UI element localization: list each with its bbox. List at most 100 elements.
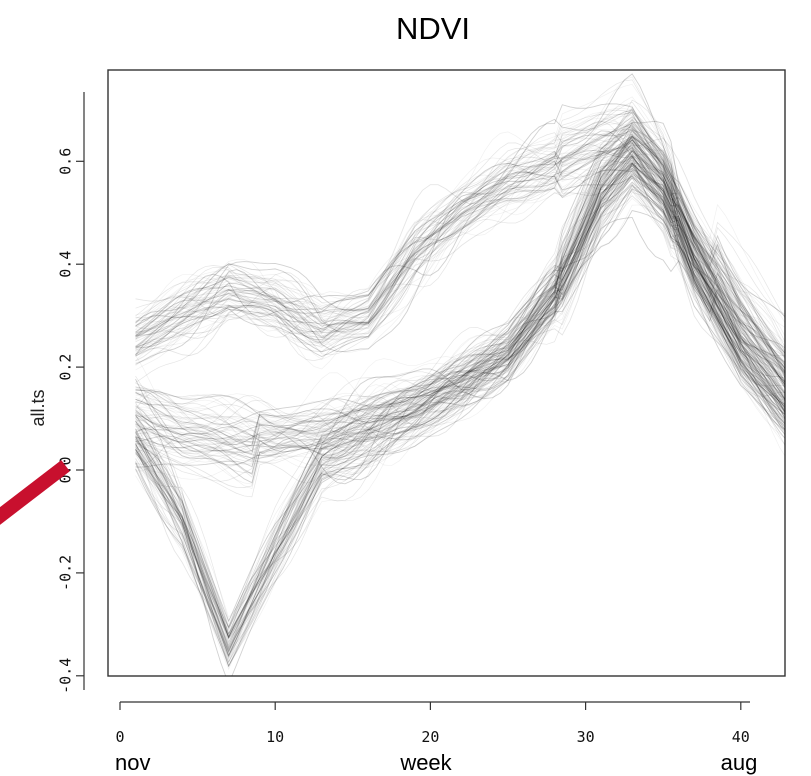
series-line-187	[135, 135, 785, 454]
series-line-4	[135, 164, 785, 456]
series-line-170	[135, 144, 785, 395]
series-line-17	[135, 136, 785, 386]
series-line-176	[135, 76, 785, 384]
series-line-199	[135, 174, 785, 465]
series-line-178	[135, 150, 785, 435]
series-line-128	[135, 108, 785, 372]
series-line-138	[135, 167, 785, 642]
series-line-1	[135, 216, 785, 485]
series-line-135	[135, 174, 785, 652]
series-line-12	[135, 173, 785, 623]
series-line-6	[135, 161, 785, 668]
series-line-166	[135, 162, 785, 443]
series-line-188	[135, 155, 785, 375]
series-line-161	[135, 104, 785, 366]
series-line-90	[135, 163, 785, 639]
series-line-118	[135, 162, 785, 498]
series-line-45	[135, 195, 785, 649]
series-line-159	[135, 175, 785, 667]
highlight-arrow	[0, 460, 70, 525]
series-line-70	[135, 175, 785, 449]
series-line-106	[135, 163, 785, 484]
series-line-201	[135, 188, 785, 651]
series-line-41	[135, 121, 785, 358]
series-line-186	[135, 150, 785, 666]
series-line-154	[135, 126, 785, 447]
series-line-48	[135, 167, 785, 639]
bottom-label-right: aug	[721, 750, 758, 775]
series-line-127	[135, 106, 785, 472]
series-line-142	[135, 108, 785, 428]
series-line-38	[135, 116, 785, 355]
series-line-194	[135, 96, 785, 360]
series-line-65	[135, 111, 785, 352]
series-line-23	[135, 127, 785, 366]
series-line-172	[135, 167, 785, 485]
x-axis-label: week	[399, 750, 452, 775]
series-line-56	[135, 156, 785, 382]
series-line-7	[135, 135, 785, 440]
series-line-66	[135, 162, 785, 664]
series-line-80	[135, 166, 785, 384]
series-line-207	[135, 143, 785, 635]
series-line-40	[135, 162, 785, 466]
series-line-69	[135, 189, 785, 651]
series-line-92	[135, 112, 785, 401]
series-line-111	[135, 167, 785, 638]
series-line-119	[135, 135, 785, 397]
series-line-181	[135, 129, 785, 440]
series-line-153	[135, 133, 785, 647]
series-line-144	[135, 197, 785, 671]
series-line-36	[135, 188, 785, 629]
series-line-125	[135, 125, 785, 372]
series-line-21	[135, 150, 785, 654]
series-line-75	[135, 136, 785, 646]
series-layer	[135, 73, 785, 676]
series-line-53	[135, 142, 785, 386]
series-line-51	[135, 129, 785, 638]
series-line-11	[135, 103, 785, 332]
x-tick-label-20: 20	[421, 728, 439, 746]
series-line-61	[135, 130, 785, 429]
series-line-155	[135, 131, 785, 345]
series-line-95	[135, 134, 785, 383]
series-line-177	[135, 176, 785, 656]
series-line-60	[135, 163, 785, 648]
series-line-77	[135, 79, 785, 359]
series-line-152	[135, 117, 785, 376]
series-line-192	[135, 159, 785, 650]
series-line-191	[135, 128, 785, 334]
series-line-73	[135, 137, 785, 474]
series-line-123	[135, 184, 785, 657]
series-line-22	[135, 120, 785, 450]
series-line-169	[135, 140, 785, 439]
series-line-126	[135, 139, 785, 643]
series-line-62	[135, 113, 785, 358]
y-tick-label-0: -0.4	[57, 658, 75, 694]
series-line-13	[135, 142, 785, 427]
series-line-148	[135, 177, 785, 474]
series-line-184	[135, 157, 785, 460]
series-line-42	[135, 150, 785, 657]
series-line-150	[135, 158, 785, 639]
series-line-8	[135, 73, 785, 374]
series-line-26	[135, 109, 785, 363]
series-line-50	[135, 138, 785, 374]
series-line-146	[135, 136, 785, 385]
series-line-141	[135, 117, 785, 639]
series-line-94	[135, 155, 785, 449]
series-line-174	[135, 157, 785, 655]
series-line-206	[135, 122, 785, 355]
series-line-35	[135, 150, 785, 370]
series-line-165	[135, 135, 785, 629]
series-line-164	[135, 115, 785, 367]
series-line-132	[135, 163, 785, 659]
series-line-113	[135, 120, 785, 375]
series-line-121	[135, 145, 785, 466]
series-line-196	[135, 135, 785, 454]
series-line-133	[135, 190, 785, 454]
series-line-68	[135, 157, 785, 397]
y-tick-label-5: 0.6	[57, 148, 75, 175]
series-line-175	[135, 127, 785, 447]
